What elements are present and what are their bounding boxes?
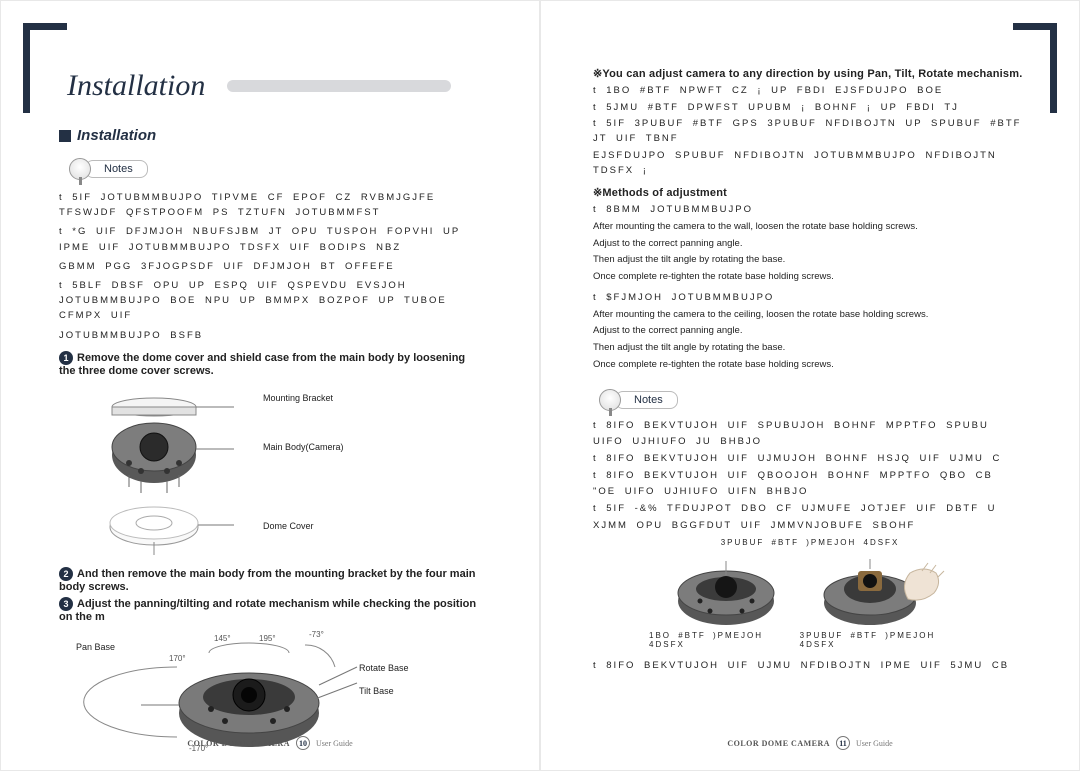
camera-small-2 <box>814 553 954 629</box>
angle-a1: 145° <box>214 634 231 643</box>
footer-text-2: User Guide <box>856 739 893 748</box>
step-3: 3Adjust the panning/tilting and rotate m… <box>59 597 481 623</box>
step-1: 1Remove the dome cover and shield case f… <box>59 351 481 377</box>
notes2-line: t 8IFO BEKVTUJOH UIF SPUBUJOH BOHNF MPPT… <box>593 419 1027 434</box>
angle-a3: -73° <box>309 630 324 639</box>
caption-row: 1BO #BTF )PMEJOH 4DSFX 3PUBUF #BTF )PMEJ… <box>649 631 971 649</box>
ceiling-line: Once complete re-tighten the rotate base… <box>593 358 1027 373</box>
pin-icon <box>69 158 91 180</box>
caption-right: 3PUBUF #BTF )PMEJOH 4DSFX <box>800 631 971 649</box>
page-right: ※You can adjust camera to any direction … <box>540 0 1080 771</box>
label-rotate: Rotate Base <box>359 657 409 680</box>
ceiling-line: Adjust to the correct panning angle. <box>593 324 1027 339</box>
notes2-line: t 8IFO BEKVTUJOH UIF QBOOJOH BOHNF MPPTF… <box>593 469 1027 484</box>
diagram-2-labels: Rotate Base Tilt Base <box>359 657 409 704</box>
ceiling-line: Then adjust the tilt angle by rotating t… <box>593 341 1027 356</box>
ceiling-line: After mounting the camera to the ceiling… <box>593 308 1027 323</box>
wall-bullet: t 8BMM JOTUBMMBUJPO <box>593 203 1027 218</box>
angle-a2: 195° <box>259 634 276 643</box>
page-number: 10 <box>296 736 310 750</box>
step-2-text: And then remove the main body from the m… <box>59 568 475 593</box>
block1-line: t 5IF 3PUBUF #BTF GPS 3PUBUF NFDIBOJTN U… <box>593 117 1027 146</box>
label-tilt: Tilt Base <box>359 680 409 703</box>
title-bar <box>227 80 451 92</box>
right-heading-1: ※You can adjust camera to any direction … <box>593 67 1027 80</box>
exploded-view-svg <box>59 387 249 557</box>
step-1-text: Remove the dome cover and shield case fr… <box>59 352 465 377</box>
section-title: Installation <box>77 127 156 144</box>
footer-text-1: COLOR DOME CAMERA <box>727 739 830 748</box>
page-title: Installation <box>59 65 221 107</box>
last-line: t 8IFO BEKVTUJOH UIF UJMU NFDIBOJTN IPME… <box>593 659 1027 674</box>
footer-right: COLOR DOME CAMERA 11 User Guide <box>541 736 1079 750</box>
notes-label: Notes <box>85 160 148 178</box>
label-mounting: Mounting Bracket <box>263 387 344 410</box>
angle-a4: 170° <box>169 654 186 663</box>
pin-icon <box>599 389 621 411</box>
camera-small-1 <box>666 553 786 629</box>
diagram-1: Mounting Bracket Main Body(Camera) Dome … <box>59 387 481 557</box>
wall-line: Adjust to the correct panning angle. <box>593 237 1027 252</box>
step-3-text: Adjust the panning/tilting and rotate me… <box>59 598 476 623</box>
section-header: Installation <box>59 127 481 144</box>
notes-line: t *G UIF DFJMJOH NBUFSJBM JT OPU TUSPOH … <box>59 224 481 254</box>
notes-line: t 5IF JOTUBMMBUJPO TIPVME CF EPOF CZ RVB… <box>59 190 481 220</box>
block1-line: EJSFDUJPO SPUBUF NFDIBOJTN JOTUBMMBUJPO … <box>593 149 1027 178</box>
notes-line: JOTUBMMBUJPO BSFB <box>59 328 481 343</box>
notes-line: t 5BLF DBSF OPU UP ESPQ UIF QSPEVDU EVSJ… <box>59 278 481 324</box>
ceiling-bullet: t $FJMJOH JOTUBMMBUJPO <box>593 291 1027 306</box>
wall-line: Once complete re-tighten the rotate base… <box>593 270 1027 285</box>
diagram-1-labels: Mounting Bracket Main Body(Camera) Dome … <box>263 387 344 539</box>
label-domecover: Dome Cover <box>263 515 344 538</box>
footer-text-1: COLOR DOME CAMERA <box>187 739 290 748</box>
block1-line: t 5JMU #BTF DPWFST UPUBM ¡ BOHNF ¡ UP FB… <box>593 101 1027 116</box>
notes-label-2: Notes <box>615 391 678 409</box>
footer-left: COLOR DOME CAMERA 10 User Guide <box>1 736 539 750</box>
notes2-line: UIFO UJHIUFO JU BHBJO <box>593 435 1027 450</box>
label-pan: Pan Base <box>76 642 115 652</box>
page-left: Installation Installation Notes t 5IF JO… <box>0 0 540 771</box>
rotate-caption: 3PUBUF #BTF )PMEJOH 4DSFX <box>569 538 1051 547</box>
notes-badge: Notes <box>69 158 148 180</box>
corner-ornament <box>23 23 67 113</box>
footer-text-2: User Guide <box>316 739 353 748</box>
notes2-line: XJMM OPU BGGFDUT UIF JMMVNJOBUFE SBOHF <box>593 519 1027 534</box>
caption-left: 1BO #BTF )PMEJOH 4DSFX <box>649 631 800 649</box>
page-number: 11 <box>836 736 850 750</box>
right-heading-2: ※Methods of adjustment <box>593 186 1027 199</box>
notes2-line: t 5IF -&% TFDUJPOT DBO CF UJMUFE JOTJEF … <box>593 502 1027 517</box>
wall-line: Then adjust the tilt angle by rotating t… <box>593 253 1027 268</box>
book-spread: Installation Installation Notes t 5IF JO… <box>0 0 1080 771</box>
notes2-line: t 8IFO BEKVTUJOH UIF UJMUJOH BOHNF HSJQ … <box>593 452 1027 467</box>
bottom-images <box>569 553 1051 629</box>
notes-line: GBMM PGG 3FJOGPSDF UIF DFJMJOH BT OFFEFE <box>59 259 481 274</box>
title-row: Installation <box>59 65 511 107</box>
square-icon <box>59 130 71 142</box>
corner-ornament <box>1013 23 1057 113</box>
notes2-line: "OE UIFO UJHIUFO UIFN BHBJO <box>593 485 1027 500</box>
label-mainbody: Main Body(Camera) <box>263 436 344 459</box>
notes-badge-2: Notes <box>599 389 678 411</box>
block1-line: t 1BO #BTF NPWFT CZ ¡ UP FBDI EJSFDUJPO … <box>593 84 1027 99</box>
wall-line: After mounting the camera to the wall, l… <box>593 220 1027 235</box>
step-2: 2And then remove the main body from the … <box>59 567 481 593</box>
